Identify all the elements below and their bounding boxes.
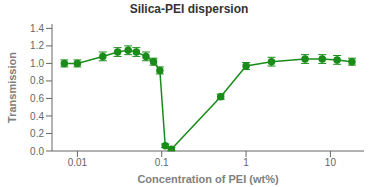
svg-text:0.1: 0.1: [155, 157, 169, 168]
svg-text:1: 1: [243, 157, 249, 168]
svg-text:0.0: 0.0: [30, 146, 44, 157]
svg-text:0.4: 0.4: [30, 111, 44, 122]
html-text:Silica-PEI dispersion: Silica-PEI dispersion: [129, 2, 249, 16]
svg-text:1.2: 1.2: [30, 40, 44, 51]
svg-text:10: 10: [325, 157, 337, 168]
svg-text:Concentration of PEI (wt%): Concentration of PEI (wt%): [137, 173, 279, 185]
svg-text:1.4: 1.4: [30, 23, 44, 34]
svg-text:0.8: 0.8: [30, 75, 44, 86]
svg-text:0.6: 0.6: [30, 93, 44, 104]
svg-text:Transmission: Transmission: [8, 52, 18, 123]
svg-text:1.0: 1.0: [30, 58, 44, 69]
svg-text:0.01: 0.01: [68, 157, 88, 168]
svg-text:0.2: 0.2: [30, 128, 44, 139]
